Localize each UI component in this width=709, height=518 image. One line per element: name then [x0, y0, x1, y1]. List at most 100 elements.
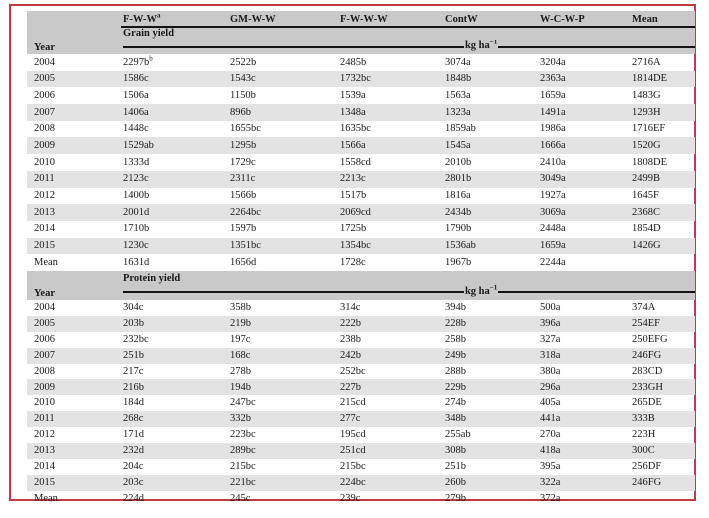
table-cell: 1666a — [538, 137, 630, 155]
table-cell — [630, 491, 695, 507]
section-title-grain: Grain yield — [121, 27, 695, 40]
table-cell: 380a — [540, 365, 561, 377]
table-cell: 348b — [443, 411, 538, 428]
table-row: 2007 1406a 896b 1348a 1323a 1491a 1293H — [27, 104, 695, 121]
protein-yield-rows: 2004 304c 358b 314c 394b 500a 374A 2005 203b 219b… — [27, 300, 695, 507]
table-cell: 1543c — [228, 70, 338, 88]
table-cell: 2410a — [540, 156, 566, 168]
table-cell: 1808DE — [632, 156, 667, 168]
table-cell: 1631d — [123, 256, 150, 268]
section-title-row: Grain yield — [27, 27, 695, 40]
row-year-cell: 2012 — [34, 429, 55, 441]
table-row: 2012 1400b 1566b 1517b 1816a 1927a 1645F — [27, 188, 695, 205]
table-cell: 229b — [443, 379, 538, 396]
table-cell: 252bc — [340, 365, 366, 377]
table-cell: 1529ab — [121, 137, 228, 155]
table-row: 2005 1586c 1543c 1732bc 1848b 2363a 1814DE — [27, 70, 695, 88]
table-row: 2010 1333d 1729c 1558cd 2010b 2410a 1808DE — [27, 154, 695, 171]
table-cell: 216b — [121, 379, 228, 396]
table-cell: 1597b — [230, 223, 257, 235]
row-year-cell: 2006 — [34, 333, 55, 345]
table-cell: 1655bc — [230, 123, 261, 135]
table-row: 2005 203b 219b 222b 228b 396a 254EF — [27, 315, 695, 332]
table-cell: 2522b — [230, 56, 257, 68]
results-table-wrap: F-W-Wa GM-W-W F-W-W-W ContW W-C-W-P Mean… — [27, 11, 695, 507]
table-cell: 2213c — [338, 170, 443, 188]
table-cell: 2297bb — [123, 54, 153, 68]
table-cell: 2363a — [538, 70, 630, 88]
table-cell: 1400b — [123, 190, 150, 202]
table-cell: 238b — [340, 333, 361, 345]
table-cell: 1848b — [443, 70, 538, 88]
table-row: 2006 1506a 1150b 1539a 1563a 1659a 1483G — [27, 87, 695, 104]
table-cell: 405a — [540, 397, 561, 409]
table-cell: 289bc — [228, 442, 338, 459]
table-cell: 2499B — [630, 170, 695, 188]
table-cell: 1150b — [230, 89, 256, 101]
table-cell: 1659a — [540, 89, 566, 101]
table-cell: 1716EF — [632, 123, 666, 135]
table-cell: 270a — [540, 429, 561, 441]
year-column-label: Year — [27, 284, 121, 300]
table-cell: 322a — [538, 474, 630, 491]
column-header-row: F-W-Wa GM-W-W F-W-W-W ContW W-C-W-P Mean — [27, 11, 695, 28]
row-year-cell: Mean — [34, 492, 58, 504]
table-cell: 1230c — [121, 237, 228, 255]
table-cell: 374A — [632, 302, 656, 314]
table-cell: 1645F — [632, 190, 659, 202]
table-cell: 246FG — [630, 474, 695, 491]
table-cell: 219b — [228, 315, 338, 332]
unit-rule: kg ha−1 — [123, 40, 695, 54]
table-row: 2014 204c 215bc 215bc 251b 395a 256DF — [27, 459, 695, 475]
table-cell: 1732bc — [338, 70, 443, 88]
table-cell: 1967b — [445, 256, 472, 268]
table-cell: 1539a — [340, 89, 366, 101]
table-cell: 304c — [123, 302, 144, 314]
unit-label: kg ha−1 — [464, 284, 498, 297]
table-cell: 1814DE — [630, 70, 695, 88]
unit-rule: kg ha−1 — [123, 285, 695, 299]
table-cell: 1333d — [123, 156, 150, 168]
table-cell: 2069cd — [338, 204, 443, 221]
section-title-protein: Protein yield — [121, 270, 695, 285]
table-cell: 1406a — [121, 104, 228, 121]
grain-header: F-W-Wa GM-W-W F-W-W-W ContW W-C-W-P Mean… — [27, 11, 695, 54]
year-column-label: Year — [27, 40, 121, 54]
table-cell: 1536ab — [443, 237, 538, 255]
table-cell: 332b — [228, 411, 338, 428]
table-cell: 251b — [445, 461, 466, 473]
table-cell: 3069a — [538, 204, 630, 221]
unit-label: kg ha−1 — [464, 40, 498, 52]
column-header-fwww: F-W-W-W — [338, 11, 443, 28]
table-cell: 195cd — [340, 429, 366, 441]
table-cell: 260b — [443, 474, 538, 491]
table-cell: 2801b — [443, 170, 538, 188]
table-row: 2011 2123c 2311c 2213c 2801b 3049a 2499B — [27, 170, 695, 188]
table-cell: 168c — [228, 347, 338, 364]
table-cell: 1728c — [340, 256, 366, 268]
table-cell: 3049a — [538, 170, 630, 188]
table-row: 2015 1230c 1351bc 1354bc 1536ab 1659a 1426G — [27, 237, 695, 255]
table-cell: 197c — [230, 333, 251, 345]
unit-row: Year kg ha−1 — [27, 284, 695, 300]
table-cell: 1566b — [230, 190, 257, 202]
table-cell: 239c — [340, 492, 361, 504]
table-cell: 251b — [121, 347, 228, 364]
table-cell: 277c — [338, 411, 443, 428]
table-cell: 203b — [121, 315, 228, 332]
column-header-contw: ContW — [443, 11, 538, 28]
table-row: 2013 2001d 2264bc 2069cd 2434b 3069a 2368C — [27, 204, 695, 221]
table-cell: 194b — [228, 379, 338, 396]
table-cell: 288b — [445, 365, 466, 377]
table-cell: 247bc — [230, 397, 256, 409]
table-cell: 1586c — [121, 70, 228, 88]
table-cell: 314c — [340, 302, 361, 314]
screenshot-frame: F-W-Wa GM-W-W F-W-W-W ContW W-C-W-P Mean… — [9, 4, 696, 504]
table-cell: 1448c — [123, 123, 149, 135]
row-year-cell: 2007 — [27, 104, 121, 121]
table-row: Mean 224d 245c 239c 279b 372a — [27, 491, 695, 507]
section-title-row: Protein yield — [27, 270, 695, 285]
table-cell: 1656d — [230, 256, 257, 268]
table-cell: 1790b — [445, 223, 472, 235]
column-header-wcwp: W-C-W-P — [538, 11, 630, 28]
